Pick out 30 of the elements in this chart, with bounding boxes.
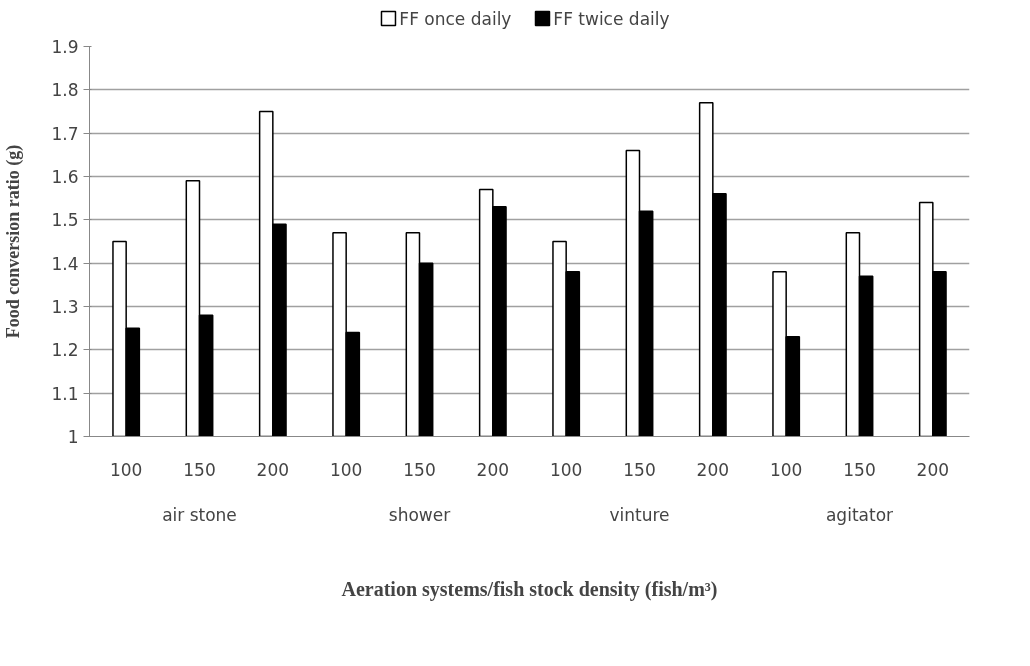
x-tick-label: 150 <box>183 459 216 480</box>
y-tick-label: 1.3 <box>51 297 79 317</box>
y-tick-label: 1 <box>67 427 79 447</box>
y-tick-label: 1.2 <box>51 340 79 361</box>
y-tick-label: 1.4 <box>51 253 79 274</box>
y-tick-label: 1.8 <box>51 80 79 101</box>
x-tick-label: 200 <box>916 459 950 480</box>
x-tick-label: 100 <box>769 459 803 480</box>
x-tick-label: 100 <box>329 459 363 480</box>
y-tick-label: 1.6 <box>51 167 79 187</box>
text: agitator <box>825 504 894 525</box>
y-axis-title: Food conversion ratio (g) <box>3 144 25 339</box>
x-tick-label: 100 <box>549 459 583 480</box>
x-tick-label: 200 <box>476 459 510 480</box>
y-tick-label: 1.5 <box>51 210 79 231</box>
y-tick-label: 1.9 <box>51 37 79 57</box>
legend-label: FF twice daily <box>553 8 670 29</box>
x-tick-label: 200 <box>696 459 730 480</box>
x-tick-label: 150 <box>623 459 656 480</box>
text: shower <box>388 504 451 525</box>
x-tick-label: 150 <box>403 459 436 480</box>
y-tick-label: 1.7 <box>51 123 79 144</box>
x-tick-label: 200 <box>256 459 290 480</box>
y-tick-label: 1.1 <box>51 383 79 404</box>
text: air stone <box>162 504 237 525</box>
legend-label: FF once daily <box>399 8 512 29</box>
x-tick-label: 150 <box>843 459 876 480</box>
x-tick-label: 100 <box>109 459 143 480</box>
text: vinture <box>609 504 670 525</box>
x-axis-title: Aeration systems/fish stock density (fish/m³) <box>341 577 718 601</box>
